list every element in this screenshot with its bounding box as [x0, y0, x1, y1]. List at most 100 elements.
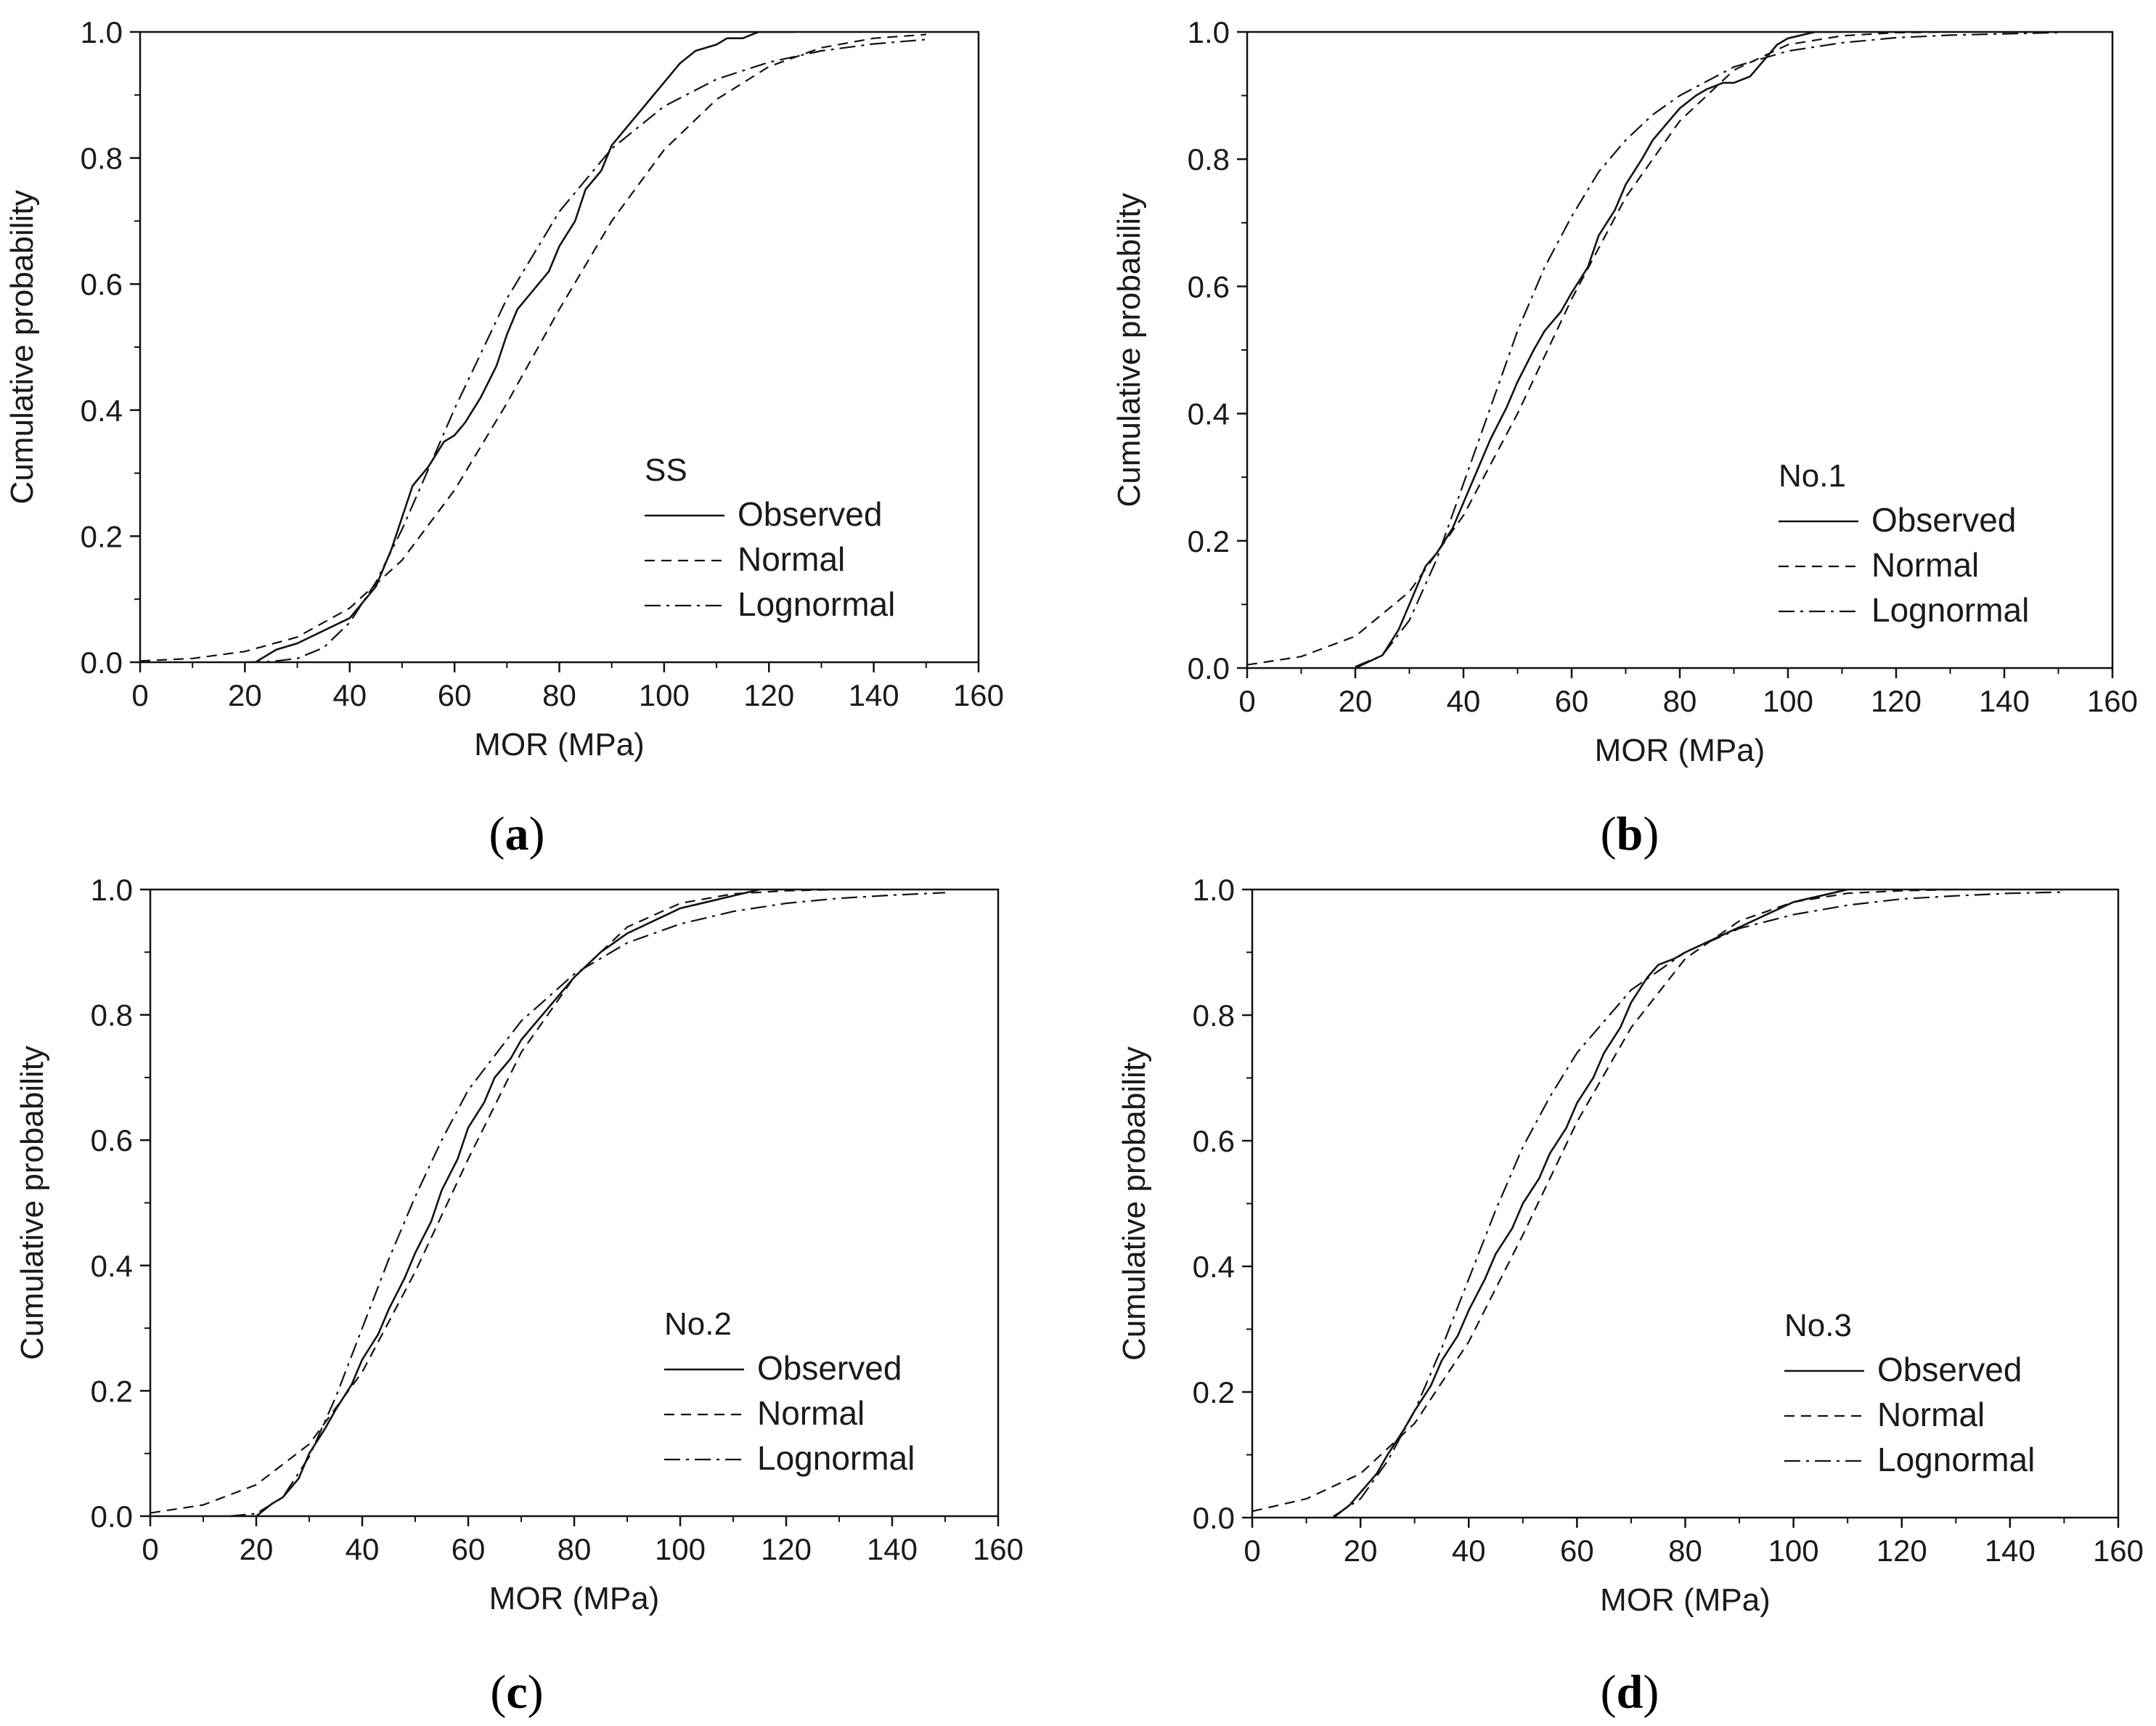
panel-label: (c) [490, 1666, 543, 1719]
x-tick-label: 140 [1985, 1534, 2035, 1568]
y-tick-label: 0.2 [1188, 524, 1230, 558]
x-tick-label: 20 [228, 678, 262, 712]
y-tick-label: 0.0 [1188, 651, 1230, 685]
x-tick-label: 0 [1238, 684, 1255, 718]
x-tick-label: 120 [761, 1532, 812, 1566]
x-tick-label: 80 [542, 678, 576, 712]
legend-label-lognormal: Lognormal [757, 1439, 915, 1477]
y-tick-label: 0.2 [81, 519, 123, 553]
legend-label-normal: Normal [1871, 546, 1979, 584]
y-tick-label: 0.6 [1193, 1124, 1235, 1158]
x-tick-label: 120 [743, 678, 794, 712]
x-tick-label: 0 [1244, 1534, 1260, 1568]
legend-title: No.3 [1784, 1308, 1852, 1343]
x-tick-label: 0 [131, 678, 148, 712]
legend-label-normal: Normal [1877, 1396, 1985, 1433]
x-tick-label: 80 [1668, 1534, 1702, 1568]
x-tick-label: 160 [953, 678, 1004, 712]
x-tick-label: 120 [1871, 684, 1922, 718]
x-tick-label: 0 [142, 1532, 158, 1566]
x-tick-label: 20 [1344, 1534, 1378, 1568]
legend-title: SS [645, 452, 687, 488]
y-axis-label: Cumulative probability [4, 190, 40, 505]
chart-panel-1: 0 20 40 60 80 100 120 140 160 0.0 0.2 0.4 0.6 0.8 1.0 M… [4, 15, 1004, 860]
series-group [140, 32, 926, 662]
y-tick-label: 0.4 [81, 394, 123, 428]
x-tick-label: 160 [2093, 1534, 2144, 1568]
x-tick-label: 20 [1339, 684, 1373, 718]
y-tick-label: 1.0 [81, 15, 123, 49]
x-tick-label: 20 [240, 1532, 274, 1566]
y-tick-label: 0.0 [1193, 1501, 1235, 1535]
x-axis-label: MOR (MPa) [489, 1581, 660, 1616]
x-tick-label: 140 [849, 678, 899, 712]
y-tick-label: 0.4 [91, 1249, 133, 1283]
legend-label-normal: Normal [757, 1394, 865, 1432]
series-line-lognormal [245, 38, 926, 662]
x-tick-label: 60 [1560, 1534, 1594, 1568]
series-line-observed [256, 890, 760, 1516]
legend-label-observed: Observed [757, 1349, 902, 1387]
legend-label-lognormal: Lognormal [1871, 591, 2029, 629]
series-line-observed [1333, 890, 1848, 1518]
y-tick-label: 1.0 [1193, 873, 1235, 907]
x-tick-label: 60 [438, 678, 472, 712]
legend-label-normal: Normal [738, 540, 845, 578]
x-tick-label: 80 [1663, 684, 1697, 718]
y-tick-label: 0.6 [91, 1123, 133, 1157]
legend-title: No.2 [664, 1306, 732, 1342]
y-tick-label: 0.4 [1193, 1250, 1235, 1284]
y-axis-label: Cumulative probability [15, 1046, 50, 1360]
x-axis-label: MOR (MPa) [1600, 1582, 1771, 1618]
chart-panel-3: 0 20 40 60 80 100 120 140 160 0.0 0.2 0.4 0.6 0.8 1.0 M… [15, 873, 1024, 1719]
x-axis-label: MOR (MPa) [1595, 733, 1765, 768]
legend-label-lognormal: Lognormal [738, 585, 895, 623]
legend-label-observed: Observed [1877, 1351, 2022, 1388]
legend: No.3 Observed Normal Lognormal [1784, 1308, 2035, 1478]
legend-label-observed: Observed [738, 495, 882, 533]
x-tick-label: 60 [452, 1532, 486, 1566]
y-tick-label: 1.0 [1188, 15, 1230, 49]
chart-panel-2: 0 20 40 60 80 100 120 140 160 0.0 0.2 0.4 0.6 0.8 1.0 M… [1111, 15, 2138, 860]
x-tick-label: 120 [1877, 1534, 1927, 1568]
legend-label-lognormal: Lognormal [1877, 1441, 2035, 1478]
y-tick-label: 0.6 [1188, 269, 1230, 304]
x-tick-label: 140 [1979, 684, 2030, 718]
series-line-observed [1355, 32, 1842, 668]
x-tick-label: 40 [1452, 1534, 1486, 1568]
x-tick-label: 140 [867, 1532, 918, 1566]
x-tick-label: 60 [1555, 684, 1589, 718]
series-group [1247, 32, 2059, 668]
x-axis-label: MOR (MPa) [474, 727, 645, 762]
y-tick-label: 0.8 [91, 998, 133, 1033]
y-tick-label: 0.8 [81, 142, 123, 176]
series-line-lognormal [1355, 32, 2059, 668]
legend: No.1 Observed Normal Lognormal [1779, 458, 2029, 629]
y-tick-label: 0.6 [81, 267, 123, 301]
legend: No.2 Observed Normal Lognormal [664, 1306, 915, 1477]
y-tick-label: 0.2 [1193, 1375, 1235, 1409]
x-tick-label: 40 [346, 1532, 380, 1566]
x-tick-label: 100 [639, 678, 690, 712]
y-tick-label: 0.8 [1193, 998, 1235, 1033]
panel-label: (d) [1601, 1666, 1659, 1719]
y-tick-label: 0.2 [91, 1374, 133, 1408]
y-tick-label: 0.4 [1188, 397, 1230, 431]
series-group [150, 890, 946, 1516]
x-tick-label: 100 [655, 1532, 706, 1566]
series-line-lognormal [1333, 891, 2065, 1518]
x-tick-label: 100 [1763, 684, 1813, 718]
y-tick-label: 0.0 [91, 1499, 133, 1534]
series-line-lognormal [229, 892, 946, 1516]
y-tick-label: 1.0 [91, 873, 133, 907]
y-tick-label: 0.8 [1188, 142, 1230, 176]
legend-title: No.1 [1779, 458, 1846, 494]
x-tick-label: 80 [558, 1532, 592, 1566]
legend: SS Observed Normal Lognormal [645, 452, 895, 623]
x-tick-label: 100 [1768, 1534, 1819, 1568]
x-tick-label: 40 [1447, 684, 1481, 718]
panel-label: (a) [489, 807, 545, 860]
chart-panel-4: 0 20 40 60 80 100 120 140 160 0.0 0.2 0.4 0.6 0.8 1.0 M… [1116, 873, 2144, 1719]
